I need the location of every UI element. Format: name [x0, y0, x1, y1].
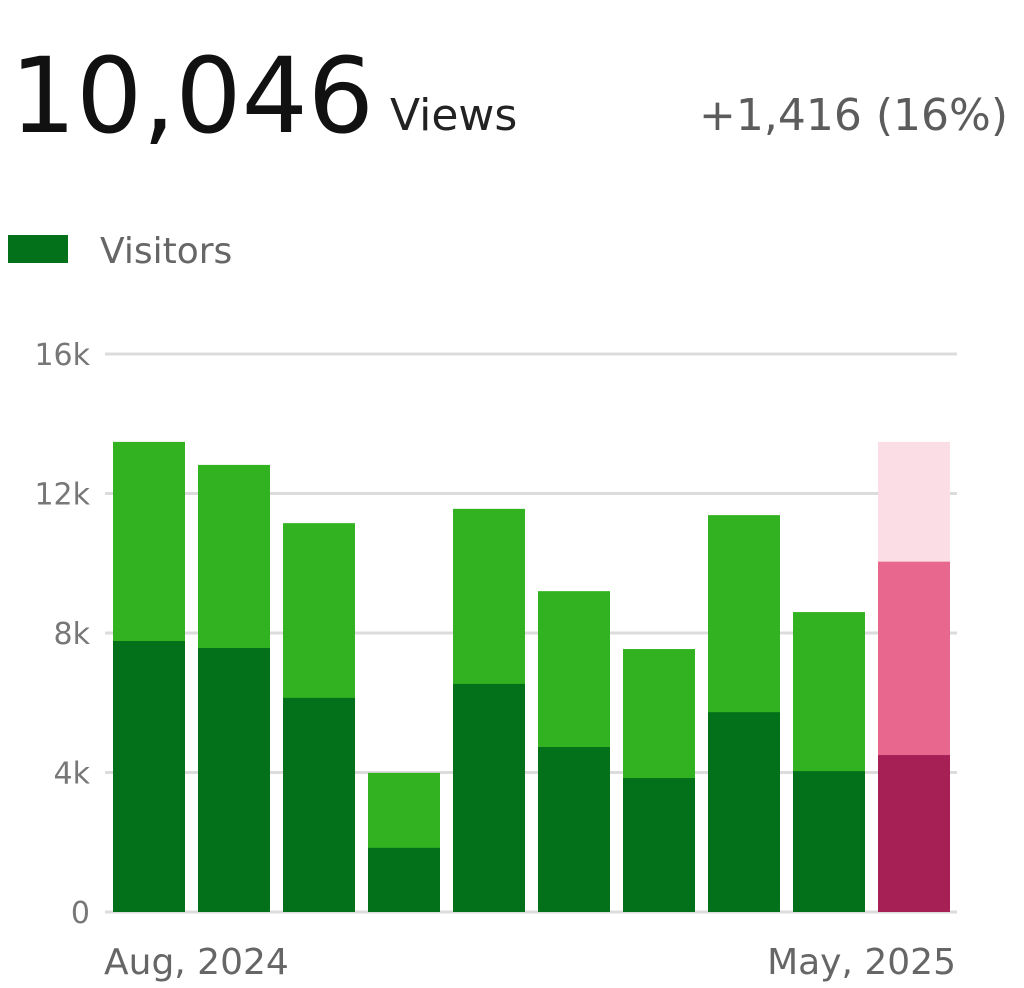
- x-tick-label: Aug, 2024: [104, 942, 289, 983]
- visitors-bar: [878, 755, 950, 912]
- legend-label: Visitors: [100, 231, 232, 272]
- visitors-bar: [368, 847, 440, 912]
- y-tick-label: 4k: [54, 757, 91, 792]
- visitors-bar: [198, 647, 270, 912]
- y-tick-label: 12k: [34, 478, 90, 513]
- visitors-bar: [283, 697, 355, 912]
- visitors-bar: [708, 712, 780, 912]
- total-unit: Views: [390, 90, 517, 141]
- y-tick-label: 0: [71, 896, 90, 931]
- visitors-bar: [113, 641, 185, 912]
- y-tick-label: 16k: [34, 338, 90, 373]
- legend-swatch: [8, 235, 68, 263]
- x-tick-label: May, 2025: [767, 942, 956, 983]
- y-tick-label: 8k: [54, 617, 91, 652]
- visitors-bar: [538, 747, 610, 912]
- change: +1,416 (16%): [699, 90, 1008, 141]
- visitors-bar: [453, 683, 525, 912]
- total-views: 10,046: [10, 35, 374, 157]
- visitors-bar: [623, 778, 695, 912]
- visitors-bar: [793, 771, 865, 912]
